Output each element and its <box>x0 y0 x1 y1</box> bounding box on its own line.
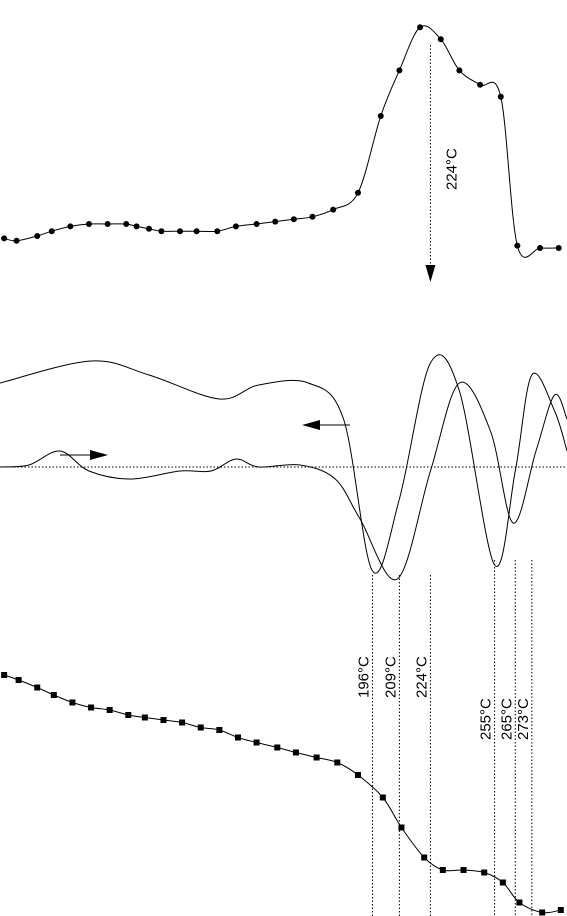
data-point <box>460 867 467 873</box>
data-point <box>145 225 152 232</box>
data-point <box>516 899 523 906</box>
curve <box>0 381 567 581</box>
data-point <box>125 712 132 718</box>
data-point <box>253 221 260 227</box>
data-point <box>292 749 299 756</box>
data-point <box>106 707 113 713</box>
data-point <box>377 113 384 119</box>
data-point <box>179 719 186 726</box>
data-point <box>141 714 148 721</box>
data-point <box>334 759 341 766</box>
data-point <box>1 672 8 678</box>
marker-label: 265°C <box>498 698 515 740</box>
data-point <box>253 739 260 746</box>
data-point <box>499 879 506 886</box>
data-point <box>133 223 140 230</box>
data-point <box>274 744 281 751</box>
data-point <box>417 24 424 31</box>
data-point <box>537 245 544 251</box>
marker-label: 209°C <box>382 656 399 698</box>
data-point <box>539 909 546 916</box>
data-point <box>158 228 165 235</box>
data-point <box>216 727 223 733</box>
arrow-head <box>425 265 436 282</box>
data-point <box>421 854 428 861</box>
data-point <box>177 228 184 235</box>
data-point <box>437 36 444 43</box>
data-point <box>214 228 221 235</box>
data-point <box>123 221 130 227</box>
arrow-head <box>90 450 108 460</box>
data-point <box>104 221 111 227</box>
data-point <box>439 867 446 873</box>
data-point <box>379 794 386 801</box>
data-point <box>50 692 57 698</box>
data-point <box>193 228 200 235</box>
data-point <box>555 245 562 251</box>
data-point <box>396 67 403 74</box>
data-point <box>330 206 337 213</box>
data-point <box>234 734 241 741</box>
data-point <box>1 235 8 242</box>
data-point <box>557 907 564 913</box>
data-point <box>232 223 239 230</box>
data-point <box>398 824 405 831</box>
data-point <box>354 189 361 196</box>
data-point <box>67 223 74 230</box>
arrow-head <box>302 420 320 430</box>
curve <box>0 354 567 574</box>
data-point <box>34 233 41 239</box>
data-point <box>481 869 488 876</box>
data-point <box>15 677 22 683</box>
data-point <box>456 67 463 74</box>
data-point <box>354 772 361 778</box>
marker-label: 255°C <box>478 698 495 740</box>
data-point <box>497 93 504 100</box>
data-point <box>313 754 320 761</box>
data-point <box>309 213 316 220</box>
data-point <box>34 684 41 691</box>
data-point <box>290 216 297 223</box>
data-point <box>69 699 76 706</box>
data-point <box>477 81 484 88</box>
marker-label: 224°C <box>443 148 460 190</box>
marker-label: 224°C <box>413 656 430 698</box>
data-point <box>85 221 92 227</box>
data-point <box>160 717 167 723</box>
data-point <box>13 237 20 244</box>
data-point <box>197 724 204 731</box>
data-point <box>48 228 55 235</box>
marker-label: 196°C <box>355 656 372 698</box>
data-point <box>514 242 521 249</box>
data-point <box>88 704 95 711</box>
data-point <box>272 218 279 225</box>
marker-label: 273°C <box>515 698 532 740</box>
